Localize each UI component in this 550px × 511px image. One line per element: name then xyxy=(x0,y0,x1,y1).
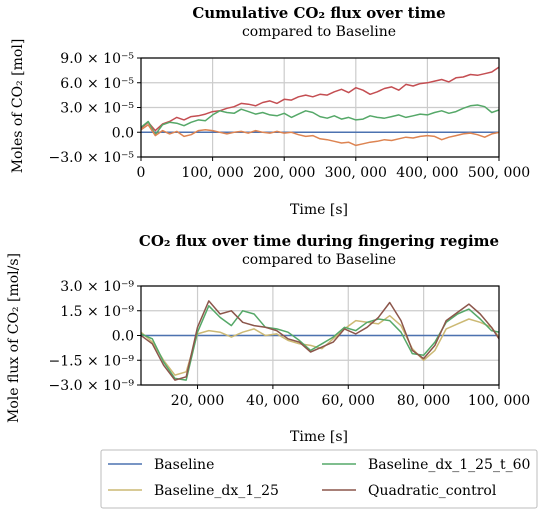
top-chart-title: Cumulative CO₂ flux over time xyxy=(192,4,445,22)
legend-label: Baseline_dx_1_25_t_60 xyxy=(368,457,530,473)
x-tick-label: 400, 000 xyxy=(396,165,458,181)
y-tick-label: 3.0 × 10⁻⁵ xyxy=(60,101,134,117)
top-chart-xlabel: Time [s] xyxy=(290,202,348,218)
x-tick-label: 200, 000 xyxy=(253,165,315,181)
bottom-chart-xlabel: Time [s] xyxy=(290,429,348,445)
x-tick-label: 0 xyxy=(137,165,146,181)
top-chart-ylabel: Moles of CO₂ [mol] xyxy=(10,39,26,174)
top-chart-frame xyxy=(140,57,500,158)
y-tick-label: 6.0 × 10⁻⁵ xyxy=(60,76,134,92)
series-line-quadratic-control xyxy=(141,66,499,132)
x-tick-label: 500, 000 xyxy=(468,165,530,181)
bottom-chart-subtitle: compared to Baseline xyxy=(242,252,396,268)
bottom-chart-title: CO₂ flux over time during fingering regi… xyxy=(139,232,499,250)
y-tick-label: 3.0 × 10⁻⁹ xyxy=(60,279,134,295)
series-line-baseline-dx-1-25 xyxy=(141,124,499,147)
series-line-quadratic-control xyxy=(141,300,499,381)
series-line-baseline-dx-1-25-t-60 xyxy=(141,104,499,136)
legend-label: Quadratic_control xyxy=(368,483,497,499)
legend-label: Baseline_dx_1_25 xyxy=(154,483,279,499)
top-chart: Cumulative CO₂ flux over time compared t… xyxy=(10,4,530,218)
top-chart-ticks: 0 100, 000 200, 000 300, 000 400, 000 500, 00… xyxy=(49,51,531,181)
series-line-baseline-dx-1-25-t-60 xyxy=(141,305,499,381)
top-chart-grid xyxy=(140,57,500,158)
bottom-chart-series xyxy=(141,300,499,381)
top-chart-series xyxy=(141,66,499,147)
x-tick-label: 20, 000 xyxy=(171,393,224,409)
bottom-chart-ylabel: Mole flux of CO₂ [mol/s] xyxy=(6,253,22,423)
x-tick-label: 300, 000 xyxy=(325,165,387,181)
x-tick-label: 40, 000 xyxy=(246,393,299,409)
top-chart-subtitle: compared to Baseline xyxy=(242,24,396,40)
y-tick-label: 1.5 × 10⁻⁹ xyxy=(60,304,134,320)
y-tick-label: −3.0 × 10⁻⁹ xyxy=(49,378,135,394)
bottom-chart-frame xyxy=(140,285,500,386)
x-tick-label: 100, 000 xyxy=(468,393,530,409)
y-tick-label: 0.0 xyxy=(112,125,134,141)
series-line-baseline-dx-1-25 xyxy=(141,314,499,376)
bottom-chart: CO₂ flux over time during fingering regi… xyxy=(6,232,530,445)
y-tick-label: 0.0 xyxy=(112,329,134,345)
legend: Baseline Baseline_dx_1_25_t_60 Baseline_dx… xyxy=(100,449,538,509)
legend-label: Baseline xyxy=(154,457,214,473)
bottom-chart-ticks: 20, 000 40, 000 60, 000 80, 000 100, 000 −3.0… xyxy=(49,279,531,409)
x-tick-label: 100, 000 xyxy=(181,165,243,181)
y-tick-label: 9.0 × 10⁻⁵ xyxy=(60,51,134,67)
y-tick-label: −3.0 × 10⁻⁵ xyxy=(49,150,135,166)
x-tick-label: 80, 000 xyxy=(397,393,450,409)
x-tick-label: 60, 000 xyxy=(322,393,375,409)
y-tick-label: −1.5 × 10⁻⁹ xyxy=(49,353,135,369)
legend-box xyxy=(100,449,538,509)
